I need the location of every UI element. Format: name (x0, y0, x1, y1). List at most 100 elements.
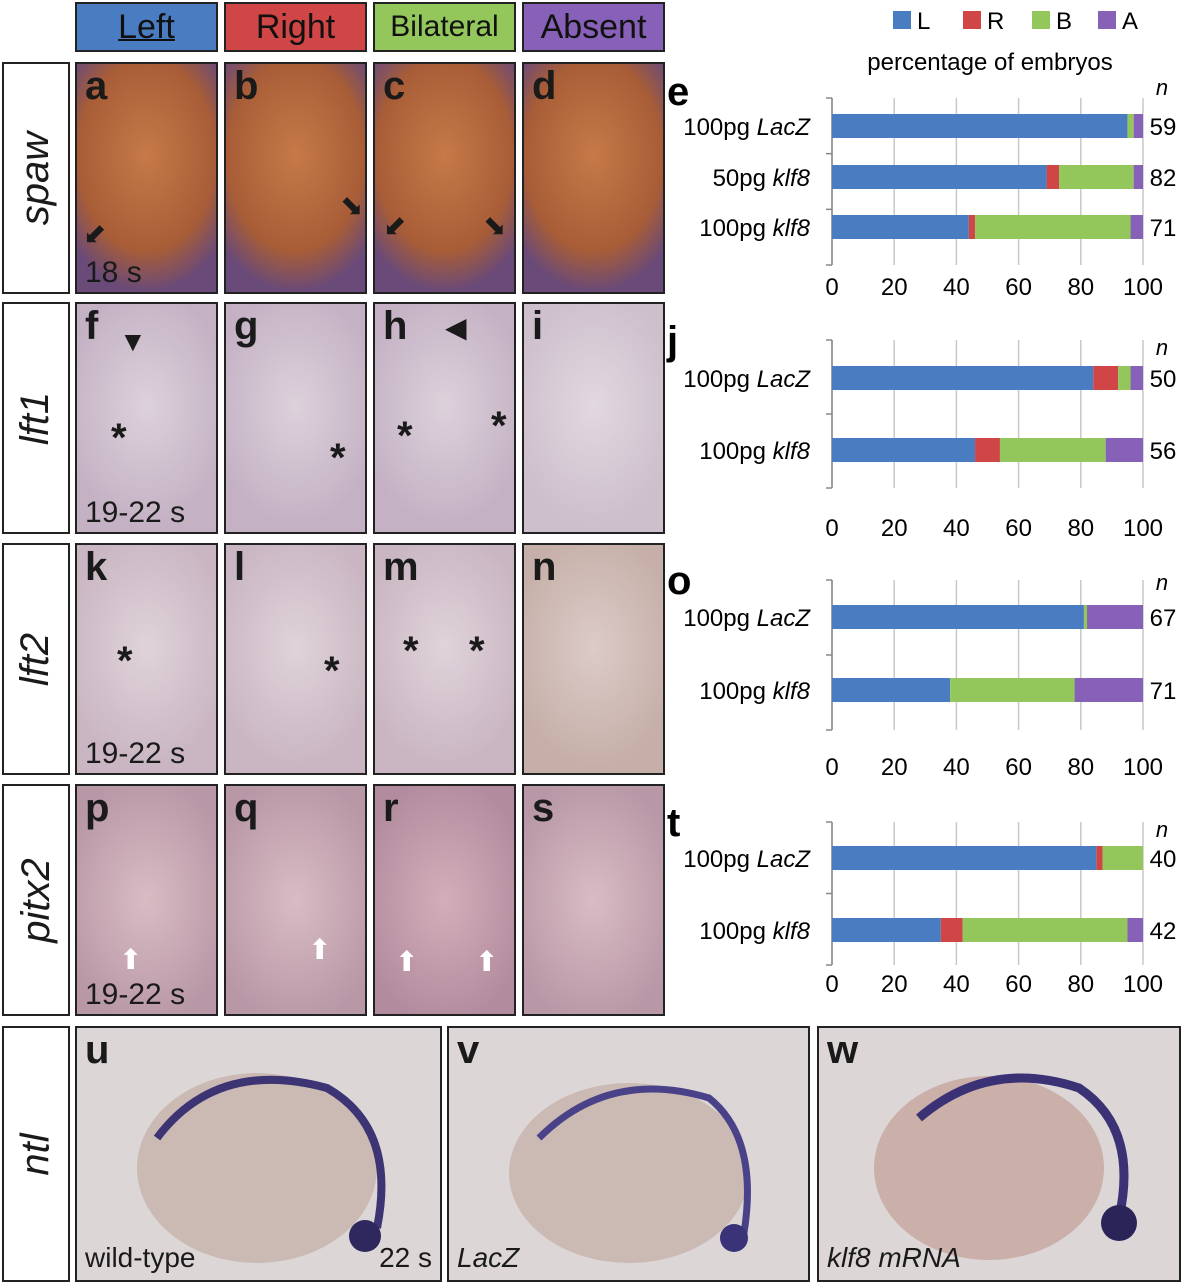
panel-letter-v: v (457, 1028, 480, 1072)
panel-letter-p: p (85, 786, 110, 830)
n-header: n (1156, 817, 1168, 842)
n-header: n (1156, 335, 1168, 360)
asterisk-marker: * (330, 436, 346, 480)
panel-letter-j: j (666, 319, 678, 363)
n-value: 50 (1150, 366, 1177, 393)
panel-letter-o: o (667, 559, 691, 603)
bar-segment-A (1133, 114, 1143, 138)
asterisk-marker: * (469, 629, 485, 673)
header-absent-label: Absent (540, 7, 647, 46)
n-value: 42 (1150, 918, 1177, 945)
asterisk-marker: * (117, 639, 133, 683)
legend-label-B: B (1056, 8, 1072, 35)
panel-caption-u: wild-type (85, 1242, 196, 1273)
embryo-illustration (874, 1073, 1137, 1260)
asterisk-marker: * (491, 404, 507, 448)
x-tick-label: 20 (881, 274, 908, 301)
bar-segment-A (1130, 366, 1143, 390)
n-value: 71 (1150, 215, 1177, 242)
bar-segment-L (832, 846, 1097, 870)
header-absent: Absent (522, 2, 665, 52)
x-tick-label: 80 (1067, 754, 1094, 781)
x-tick-label: 100 (1123, 754, 1163, 781)
embryo-illustration (509, 1083, 751, 1263)
bar-segment-R (1093, 366, 1119, 390)
category-label: 100pg klf8 (699, 678, 810, 705)
panel-caption-v: LacZ (457, 1242, 520, 1273)
x-tick-label: 0 (825, 754, 838, 781)
n-header: n (1156, 75, 1168, 100)
x-tick-label: 80 (1067, 274, 1094, 301)
panel-letter-i: i (532, 304, 544, 348)
panel-w: w klf8 mRNA (817, 1026, 1181, 1282)
bar-segment-L (832, 678, 951, 702)
legend-subtitle: percentage of embryos (867, 49, 1112, 76)
n-value: 40 (1150, 846, 1177, 873)
arrow-marker: ⬋ (83, 218, 107, 249)
n-value: 82 (1150, 165, 1177, 192)
panel-a: a ⬋ 18 s (75, 62, 218, 294)
arrow-marker: ⬆ (395, 946, 419, 977)
bar-segment-L (832, 165, 1047, 189)
bar-segment-B (1102, 846, 1143, 870)
x-tick-label: 40 (943, 971, 970, 998)
row-label-ntl-text: ntl (13, 1132, 58, 1176)
bar-segment-L (832, 918, 941, 942)
panel-c: c ⬋ ⬊ (373, 62, 516, 294)
bar-segment-A (1130, 215, 1143, 239)
panel-letter-d: d (532, 64, 557, 108)
panel-letter-m: m (383, 545, 419, 589)
stage-label-ntl: 22 s (379, 1242, 432, 1273)
legend-swatch-A (1098, 11, 1116, 29)
bar-segment-A (1074, 678, 1143, 702)
panel-m: m * * (373, 543, 516, 775)
n-header: n (1156, 570, 1168, 595)
panel-h: h ◀ * * (373, 302, 516, 534)
panel-letter-e: e (667, 70, 689, 114)
bar-segment-B (975, 215, 1131, 239)
n-value: 67 (1150, 605, 1177, 632)
legend-label-L: L (917, 8, 930, 35)
panel-b: b ⬊ (224, 62, 367, 294)
bar-segment-A (1105, 438, 1143, 462)
panel-v: v LacZ (447, 1026, 810, 1282)
panel-letter-r: r (383, 786, 399, 830)
x-tick-label: 60 (1005, 274, 1032, 301)
arrow-marker: ⬋ (383, 210, 407, 241)
n-value: 56 (1150, 438, 1177, 465)
stage-label-lft2: 19-22 s (85, 737, 186, 770)
x-tick-label: 60 (1005, 515, 1032, 542)
legend-swatch-R (963, 11, 981, 29)
category-label: 100pg LacZ (683, 366, 811, 393)
arrow-marker: ⬆ (308, 934, 332, 965)
bar-segment-A (1127, 918, 1143, 942)
bar-segment-L (832, 438, 976, 462)
header-left: Left (75, 2, 218, 52)
x-tick-label: 0 (825, 515, 838, 542)
row-label-lft2: lft2 (2, 543, 70, 775)
x-tick-label: 0 (825, 971, 838, 998)
n-value: 71 (1150, 678, 1177, 705)
arrow-marker: ⬆ (475, 946, 499, 977)
bar-segment-B (1127, 114, 1134, 138)
panel-d: d (522, 62, 665, 294)
legend-label-A: A (1122, 8, 1138, 35)
row-label-ntl: ntl (2, 1026, 70, 1282)
asterisk-marker: * (111, 416, 127, 460)
header-right-label: Right (255, 7, 336, 46)
stage-label-spaw: 18 s (85, 256, 142, 289)
bar-segment-L (832, 605, 1084, 629)
embryo-illustration (137, 1073, 386, 1263)
panel-letter-t: t (667, 801, 680, 845)
header-bilateral: Bilateral (373, 2, 516, 52)
bar-segment-B (962, 918, 1128, 942)
asterisk-marker: * (324, 649, 340, 693)
x-tick-label: 100 (1123, 274, 1163, 301)
asterisk-marker: * (403, 629, 419, 673)
bar-segment-B (1059, 165, 1134, 189)
panel-f: f ▼ * 19-22 s (75, 302, 218, 534)
bar-segment-A (1087, 605, 1143, 629)
bar-segment-R (940, 918, 963, 942)
bar-segment-R (968, 215, 976, 239)
